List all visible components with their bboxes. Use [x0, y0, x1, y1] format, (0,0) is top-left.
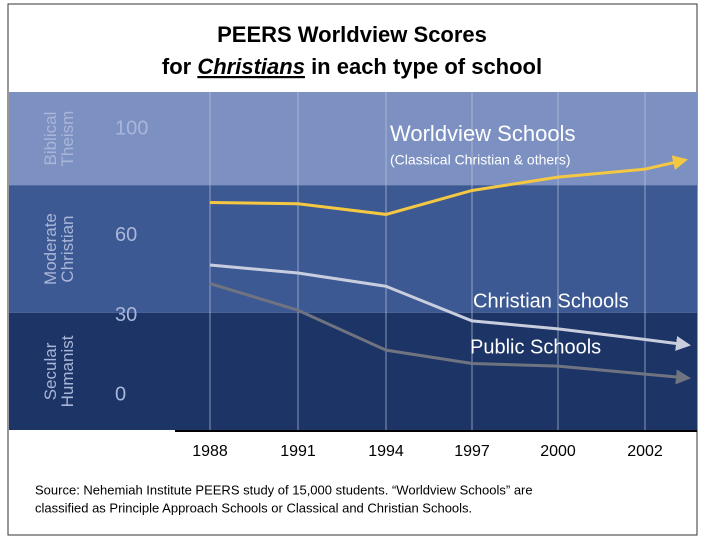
line — [209, 282, 646, 376]
band — [9, 185, 697, 313]
band-label: Humanist — [58, 335, 77, 407]
band-label: Theism — [58, 111, 77, 167]
band-label: Biblical — [41, 112, 60, 166]
series-label: Worldview Schools — [390, 121, 575, 146]
line — [209, 167, 646, 216]
line-extension — [644, 155, 688, 171]
series-sublabel: (Classical Christian & others) — [390, 152, 571, 168]
chart-title: for Christians in each type of school — [162, 54, 542, 79]
title-part: Christians — [197, 54, 305, 79]
series-label: Christian Schools — [473, 290, 629, 312]
y-tick-label: 100 — [115, 118, 148, 140]
x-axis-area — [9, 430, 175, 434]
y-tick-label: 30 — [115, 304, 137, 326]
line — [209, 263, 646, 342]
x-tick-label: 1988 — [192, 443, 228, 460]
series-label: Public Schools — [470, 336, 601, 358]
title-part: in each type of school — [311, 54, 542, 79]
title-part: for — [162, 54, 192, 79]
y-tick-label: 60 — [115, 224, 137, 246]
band-label: Christian — [58, 215, 77, 282]
band-label: Moderate — [41, 213, 60, 285]
source-note: classified as Principle Approach Schools… — [35, 500, 472, 515]
chart-title: PEERS Worldview Scores — [217, 22, 487, 47]
line-extension — [644, 336, 691, 351]
x-tick-label: 1997 — [454, 443, 490, 460]
band — [9, 92, 697, 186]
y-tick-label: 0 — [115, 384, 126, 406]
source-note: Source: Nehemiah Institute PEERS study o… — [35, 482, 533, 497]
x-tick-label: 2002 — [627, 443, 663, 460]
band-label: Secular — [41, 342, 60, 400]
x-tick-label: 1994 — [368, 443, 404, 460]
line-extension — [644, 369, 691, 385]
band — [9, 312, 697, 430]
x-tick-label: 1991 — [280, 443, 316, 460]
x-tick-label: 2000 — [540, 443, 576, 460]
